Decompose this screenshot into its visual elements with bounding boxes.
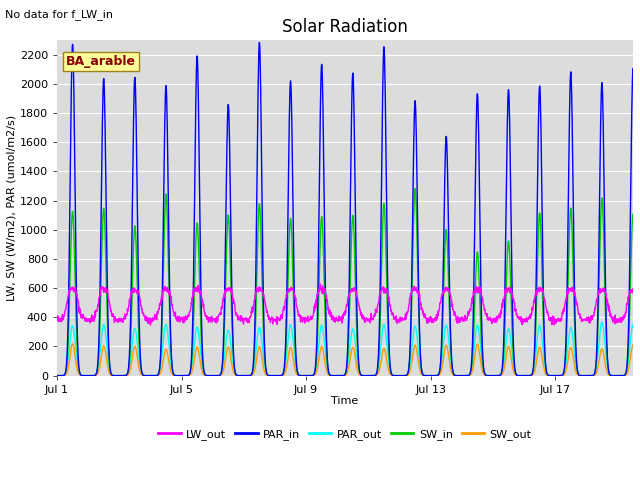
SW_in xyxy=(458,373,466,379)
PAR_out xyxy=(205,373,213,379)
Text: BA_arable: BA_arable xyxy=(66,55,136,68)
SW_out xyxy=(206,373,214,379)
PAR_out xyxy=(598,319,605,325)
PAR_in xyxy=(53,373,61,379)
Line: LW_out: LW_out xyxy=(57,284,640,325)
Line: SW_in: SW_in xyxy=(57,189,640,376)
PAR_out xyxy=(326,372,334,378)
PAR_in xyxy=(326,372,334,378)
LW_out xyxy=(317,281,324,287)
SW_out xyxy=(53,373,61,379)
LW_out xyxy=(543,310,551,315)
Text: No data for f_LW_in: No data for f_LW_in xyxy=(5,9,113,20)
LW_out xyxy=(53,316,61,322)
SW_in xyxy=(326,372,333,378)
LW_out xyxy=(388,308,396,313)
Y-axis label: LW, SW (W/m2), PAR (umol/m2/s): LW, SW (W/m2), PAR (umol/m2/s) xyxy=(7,115,17,301)
SW_out xyxy=(147,373,154,379)
PAR_in xyxy=(427,373,435,379)
PAR_out xyxy=(53,373,61,379)
Title: Solar Radiation: Solar Radiation xyxy=(282,18,408,36)
X-axis label: Time: Time xyxy=(332,396,358,406)
PAR_in xyxy=(74,335,81,341)
LW_out xyxy=(147,322,154,328)
PAR_out xyxy=(633,351,640,357)
SW_out xyxy=(543,372,551,378)
SW_in xyxy=(412,186,419,192)
SW_out xyxy=(633,363,640,369)
Line: SW_out: SW_out xyxy=(57,344,640,376)
LW_out xyxy=(633,289,640,295)
Line: PAR_in: PAR_in xyxy=(57,42,640,376)
LW_out xyxy=(326,313,334,319)
SW_out xyxy=(74,369,81,374)
SW_out xyxy=(388,372,396,378)
SW_in xyxy=(633,326,640,332)
PAR_out xyxy=(543,370,550,376)
SW_in xyxy=(387,369,395,375)
PAR_out xyxy=(209,373,216,379)
PAR_out xyxy=(74,360,81,365)
SW_in xyxy=(543,371,551,377)
PAR_in xyxy=(205,373,213,379)
PAR_in xyxy=(255,39,263,45)
PAR_in xyxy=(543,371,551,377)
LW_out xyxy=(74,297,81,303)
SW_in xyxy=(205,373,213,379)
Legend: LW_out, PAR_in, PAR_out, SW_in, SW_out: LW_out, PAR_in, PAR_out, SW_in, SW_out xyxy=(154,425,536,444)
PAR_out xyxy=(387,370,395,376)
SW_out xyxy=(326,372,334,378)
PAR_in xyxy=(387,370,395,375)
PAR_in xyxy=(633,296,640,302)
Line: PAR_out: PAR_out xyxy=(57,322,640,376)
SW_in xyxy=(74,349,81,355)
LW_out xyxy=(205,315,213,321)
SW_out xyxy=(68,341,76,347)
SW_in xyxy=(53,373,61,379)
